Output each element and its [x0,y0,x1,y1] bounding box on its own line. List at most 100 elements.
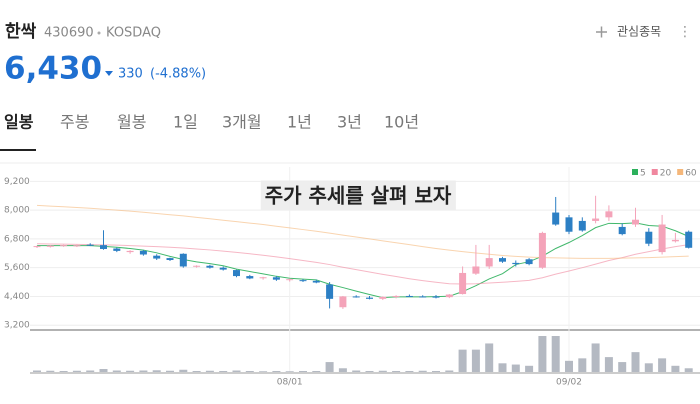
volume-bar [378,370,387,372]
candle-body [366,297,373,299]
candle-body [339,296,347,308]
candle-body [405,295,413,297]
tab[interactable]: 3개월 [222,113,262,132]
candle-body [179,253,187,267]
ma-line [36,243,689,285]
stock-code: 430690 [44,26,94,41]
volume-bar [139,370,148,372]
candle-body [538,232,546,268]
candle-body [33,246,41,248]
watch-button[interactable]: 관심종목 [596,25,661,39]
candle-body [286,279,294,281]
candle-body [233,270,240,277]
candle-body [153,255,161,259]
change: 330 [118,67,143,82]
candle-body [445,294,453,298]
candle-body [499,258,506,262]
volume-bar [99,369,108,372]
volume-bar [418,370,427,372]
y-tick-label: 9,200 [4,177,30,187]
candle-body [565,217,573,232]
plus-icon [596,26,607,38]
tabs: 일봉 주봉 월봉 1일 3개월 1년 3년 10년 [4,113,419,132]
legend-swatch [677,169,684,175]
candle-body [618,226,626,235]
tab[interactable]: 일봉 [4,113,34,132]
annotation: 주가 추세를 살펴 보자 [260,180,456,211]
separator [97,31,101,35]
volume-bar [152,370,161,372]
candle-body [86,244,94,246]
volume-bar [312,371,321,372]
y-tick-label: 5,600 [4,263,30,273]
y-tick-label: 4,400 [4,292,30,302]
volume-bar [365,371,374,372]
ma-line [36,204,689,259]
tab[interactable]: 월봉 [117,113,146,132]
volume-bar [392,371,401,372]
candle-body [139,250,147,255]
x-tick-label: 09/02 [556,378,582,388]
candle-body [73,245,81,247]
volume-bar [432,371,440,372]
x-tick-label: 08/01 [277,378,303,388]
volume-bar [46,370,55,372]
tab[interactable]: 3년 [337,113,362,132]
candle-body [512,262,520,265]
candle-body [193,265,201,267]
y-tick-label: 8,000 [4,206,30,216]
stock-name: 한싹 [5,22,37,42]
volume-bar [232,370,241,372]
more-icon[interactable]: ⋮ [678,24,692,40]
candle-body [299,280,307,282]
tab[interactable]: 주봉 [60,113,89,132]
volume-bar [591,343,600,372]
legend-label: 60 [685,169,697,179]
volume-bar [59,371,68,372]
legend-label: 20 [660,169,672,179]
volume-bar [338,368,347,372]
candle-body [525,259,533,265]
candle-body [312,280,320,283]
market: KOSDAQ [106,26,161,41]
candle-body [392,295,400,297]
candle-body [46,245,54,247]
volume-bar [285,371,294,372]
volume-bar [405,371,414,372]
volume-bar [485,343,494,372]
candle-body [645,231,653,244]
candle-body [419,296,427,298]
candle-body [259,277,267,279]
volume-bar [325,362,334,372]
down-arrow [105,71,113,76]
candle-body [206,265,214,268]
tab[interactable]: 1일 [173,113,198,132]
legend-label: 5 [640,169,646,179]
candle-body [113,248,121,251]
volume-bar [631,352,640,372]
volume-bar [551,336,560,372]
candle-body [671,239,679,242]
volume-bar [684,368,693,372]
tab[interactable]: 1년 [287,113,312,132]
volume-bar [166,370,174,372]
legend-swatch [632,169,638,175]
candle-body [126,250,134,253]
volume-bar [498,363,507,372]
annotation-bg [260,180,456,211]
volume-bar [538,336,547,372]
candle-body [352,296,360,298]
volume-bar [525,365,534,372]
ma-line [37,222,689,299]
candle-body [60,245,68,247]
y-tick-label: 3,200 [4,321,30,331]
volume-bar [658,358,667,372]
candle-body [552,212,560,225]
price: 6,430 [4,51,102,87]
tab[interactable]: 10년 [384,113,419,132]
volume-bar [458,349,467,372]
watch-label[interactable]: 관심종목 [617,25,661,39]
volume-bar [644,363,653,372]
candle-body [592,218,600,221]
